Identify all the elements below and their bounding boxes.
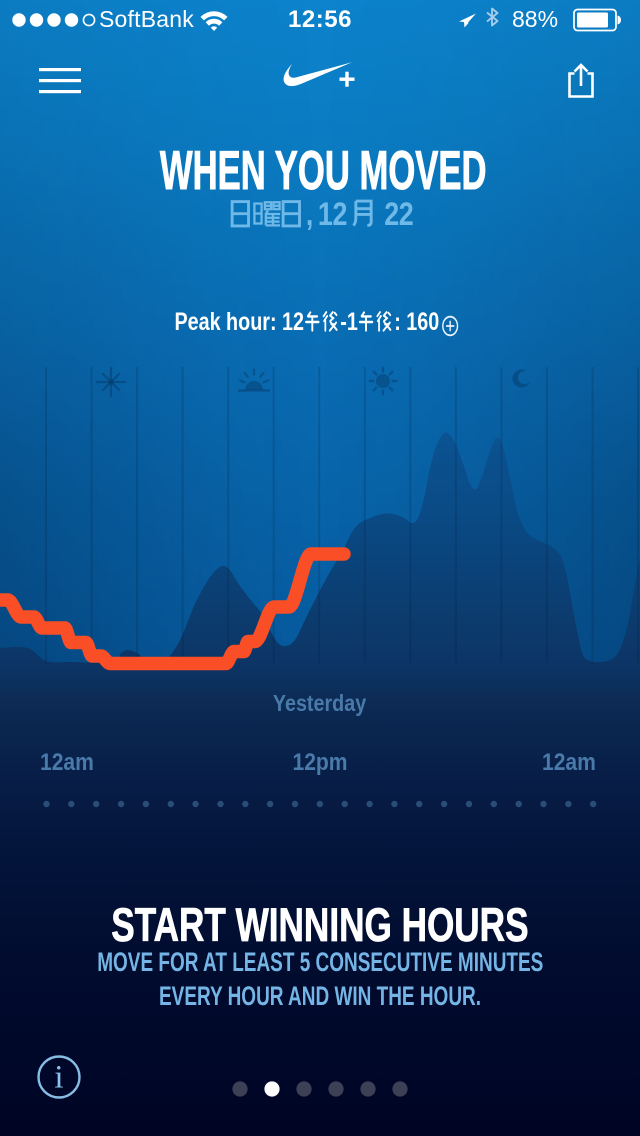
svg-text:i: i — [54, 1060, 63, 1096]
